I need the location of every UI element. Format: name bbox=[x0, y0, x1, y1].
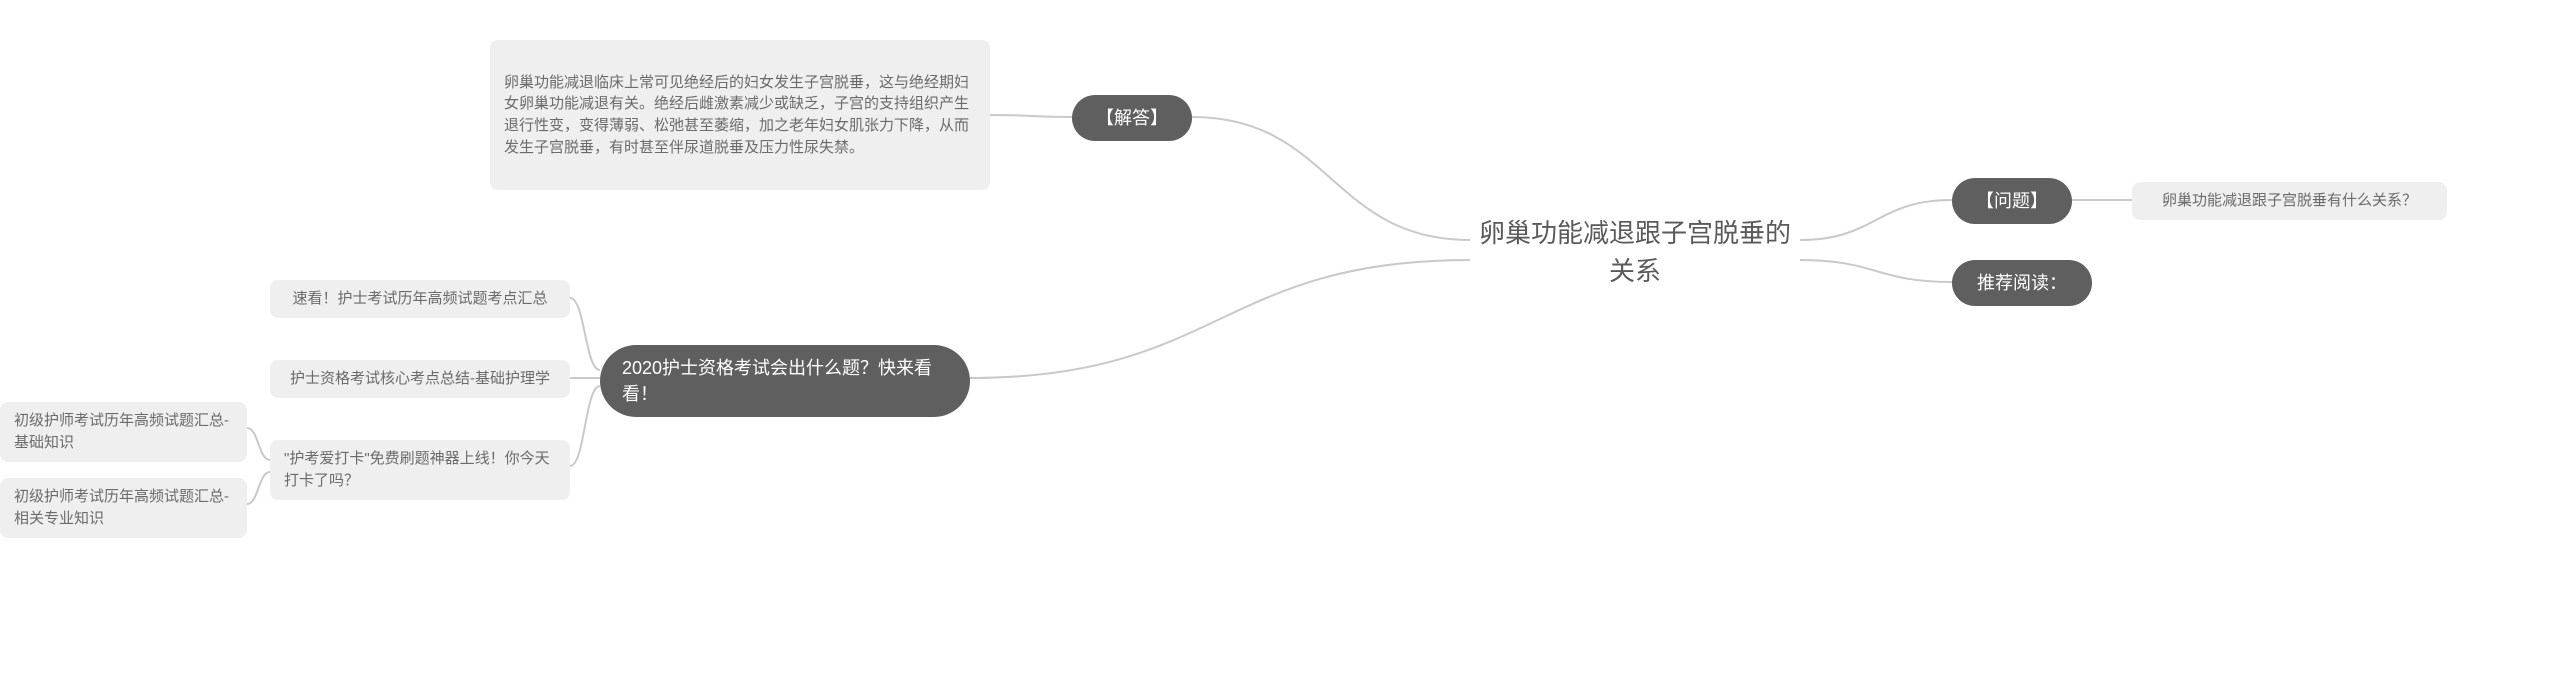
sublink-item-a[interactable]: 初级护师考试历年高频试题汇总-基础知识 bbox=[0, 402, 247, 462]
edge bbox=[970, 260, 1470, 378]
link-item-2[interactable]: 护士资格考试核心考点总结-基础护理学 bbox=[270, 360, 570, 398]
link-item-3[interactable]: "护考爱打卡"免费刷题神器上线！你今天打卡了吗？ bbox=[270, 440, 570, 500]
root-text: 卵巢功能减退跟子宫脱垂的关系 bbox=[1470, 215, 1800, 290]
exam-pill[interactable]: 2020护士资格考试会出什么题？快来看看！ bbox=[600, 345, 970, 417]
link-text-3: "护考爱打卡"免费刷题神器上线！你今天打卡了吗？ bbox=[284, 448, 556, 492]
edge bbox=[247, 472, 270, 504]
edge bbox=[247, 428, 270, 460]
exam-pill-label: 2020护士资格考试会出什么题？快来看看！ bbox=[622, 355, 948, 407]
link-text-1: 速看！护士考试历年高频试题考点汇总 bbox=[292, 288, 547, 310]
recommend-pill[interactable]: 推荐阅读： bbox=[1952, 260, 2092, 306]
question-box: 卵巢功能减退跟子宫脱垂有什么关系？ bbox=[2132, 182, 2447, 220]
edge bbox=[1800, 260, 1952, 282]
edge bbox=[570, 386, 600, 466]
answer-box-text: 卵巢功能减退临床上常可见绝经后的妇女发生子宫脱垂，这与绝经期妇女卵巢功能减退有关… bbox=[504, 72, 976, 159]
edge bbox=[1800, 200, 1952, 240]
edge bbox=[1192, 117, 1470, 240]
link-item-1[interactable]: 速看！护士考试历年高频试题考点汇总 bbox=[270, 280, 570, 318]
sublink-text-a: 初级护师考试历年高频试题汇总-基础知识 bbox=[14, 410, 233, 454]
question-pill-label: 【问题】 bbox=[1976, 188, 2048, 214]
edge bbox=[990, 115, 1072, 117]
mindmap-canvas: 卵巢功能减退跟子宫脱垂的关系 【解答】 卵巢功能减退临床上常可见绝经后的妇女发生… bbox=[0, 0, 2560, 678]
answer-pill-label: 【解答】 bbox=[1096, 105, 1168, 131]
question-pill[interactable]: 【问题】 bbox=[1952, 178, 2072, 224]
link-text-2: 护士资格考试核心考点总结-基础护理学 bbox=[290, 368, 550, 390]
sublink-text-b: 初级护师考试历年高频试题汇总-相关专业知识 bbox=[14, 486, 233, 530]
answer-pill[interactable]: 【解答】 bbox=[1072, 95, 1192, 141]
recommend-pill-label: 推荐阅读： bbox=[1977, 270, 2067, 296]
edges-layer bbox=[0, 0, 2560, 678]
root-node: 卵巢功能减退跟子宫脱垂的关系 bbox=[1470, 215, 1800, 290]
answer-box: 卵巢功能减退临床上常可见绝经后的妇女发生子宫脱垂，这与绝经期妇女卵巢功能减退有关… bbox=[490, 40, 990, 190]
sublink-item-b[interactable]: 初级护师考试历年高频试题汇总-相关专业知识 bbox=[0, 478, 247, 538]
question-box-text: 卵巢功能减退跟子宫脱垂有什么关系？ bbox=[2162, 190, 2417, 212]
edge bbox=[570, 298, 600, 370]
